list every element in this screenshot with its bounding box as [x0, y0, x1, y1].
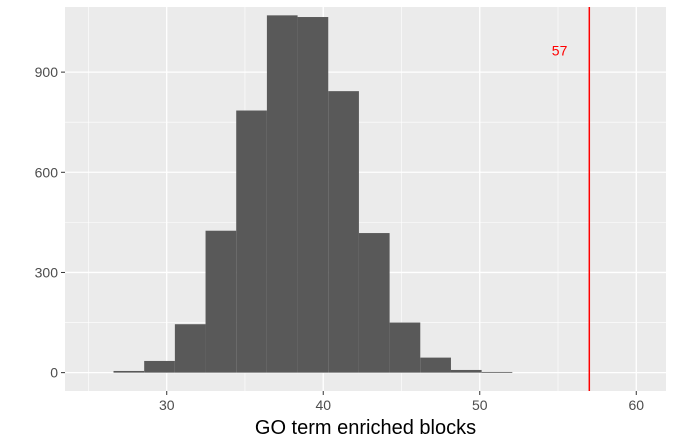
reference-annotation: 57 [552, 42, 568, 58]
histogram-bar [358, 233, 390, 373]
histogram-bar [113, 370, 145, 373]
x-tick-label: 40 [315, 397, 331, 413]
histogram-bar [266, 15, 298, 373]
y-tick-label: 600 [35, 164, 59, 180]
x-axis-title: GO term enriched blocks [255, 417, 476, 439]
y-tick-label: 0 [50, 365, 58, 381]
x-tick-label: 60 [628, 397, 644, 413]
y-tick-label: 900 [35, 64, 59, 80]
histogram-bar [205, 230, 237, 373]
histogram-bars [113, 15, 513, 373]
histogram-bar [144, 360, 175, 373]
histogram-bar [481, 371, 513, 373]
x-tick-label: 50 [472, 397, 488, 413]
x-axis: 30 40 50 60 [159, 391, 644, 413]
histogram-bar [389, 322, 421, 373]
histogram-bar [420, 357, 451, 373]
histogram-bar [297, 17, 329, 373]
histogram-bar [174, 324, 206, 373]
y-axis: 0 300 600 900 [35, 64, 65, 381]
y-tick-label: 300 [35, 264, 59, 280]
x-tick-label: 30 [159, 397, 175, 413]
histogram-bar [450, 369, 482, 373]
histogram-bar [236, 110, 267, 373]
histogram-bar [328, 91, 359, 373]
